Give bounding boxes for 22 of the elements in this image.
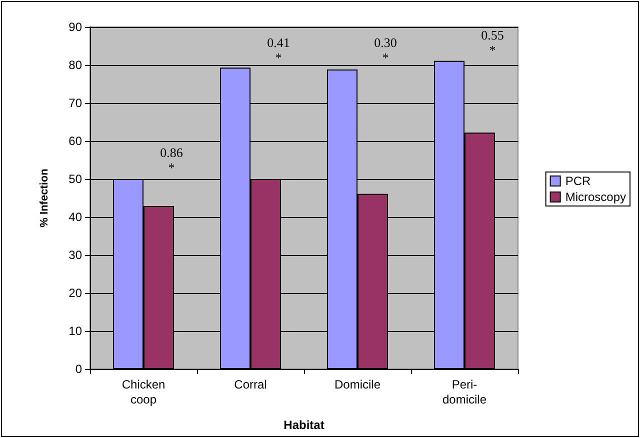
legend-label: Microscopy: [565, 190, 626, 204]
y-tick-label: 70: [68, 96, 82, 110]
y-tick-label: 90: [68, 20, 82, 34]
x-tick-label: Peri- domicile: [442, 378, 487, 406]
y-tick-label: 10: [68, 324, 82, 338]
legend-label: PCR: [565, 174, 591, 188]
y-tick-label: 30: [68, 248, 82, 262]
y-tick-label: 80: [68, 58, 82, 72]
y-tick-label: 20: [68, 286, 82, 300]
y-tick-label: 50: [68, 172, 82, 186]
annotation: 0.86 *: [160, 145, 184, 176]
y-tick-label: 40: [68, 210, 82, 224]
y-tick-label: 0: [75, 362, 82, 376]
annotation: 0.30 *: [374, 35, 397, 65]
y-axis-title: % Infection: [38, 168, 50, 228]
annotation: 0.41 *: [267, 35, 290, 65]
x-tick-label: Corral: [234, 378, 267, 392]
x-tick-label: Domicile: [334, 378, 381, 392]
x-axis-title: Habitat: [284, 418, 324, 432]
x-tick-label: Chicken coop: [122, 378, 166, 406]
y-tick-label: 60: [68, 134, 82, 148]
annotation: 0.55 *: [481, 27, 504, 58]
